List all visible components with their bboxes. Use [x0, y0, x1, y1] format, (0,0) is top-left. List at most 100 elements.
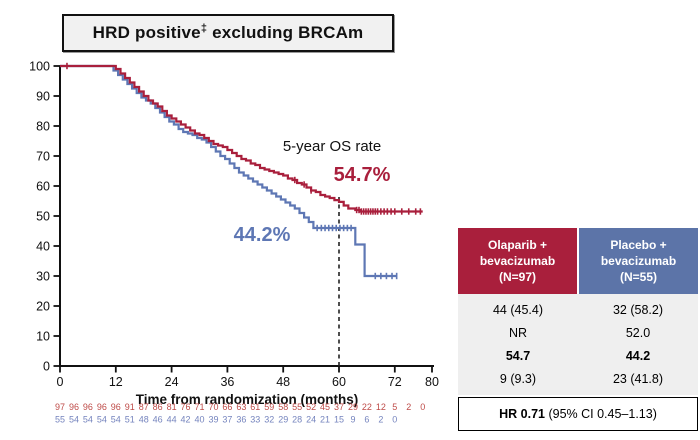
- x-axis-tick-label: 36: [220, 375, 234, 389]
- table-row: NR 52.0: [458, 322, 698, 345]
- survival-curve: [60, 64, 423, 213]
- hazard-ratio-ci: (95% CI 0.45–1.13): [544, 406, 657, 421]
- at-risk-count: 58: [278, 402, 288, 412]
- at-risk-count: 39: [208, 415, 218, 425]
- at-risk-count: 97: [55, 402, 65, 412]
- x-axis-tick-label: 48: [276, 375, 290, 389]
- axes: [59, 66, 434, 367]
- y-axis-tick-label: 50: [36, 210, 50, 224]
- x-axis-tick-label: 0: [57, 375, 64, 389]
- at-risk-count: 44: [167, 415, 177, 425]
- at-risk-count: 54: [97, 415, 107, 425]
- table-row: 44 (45.4) 32 (58.2): [458, 299, 698, 322]
- at-risk-count: 61: [250, 402, 260, 412]
- at-risk-count: 40: [194, 415, 204, 425]
- at-risk-count: 45: [320, 402, 330, 412]
- at-risk-count: 32: [264, 415, 274, 425]
- at-risk-count: 28: [292, 415, 302, 425]
- at-risk-count: 96: [97, 402, 107, 412]
- y-axis-tick-label: 30: [36, 270, 50, 284]
- at-risk-count: 59: [264, 402, 274, 412]
- at-risk-count: 55: [292, 402, 302, 412]
- results-table: Olaparib + bevacizumab (N=97) Placebo + …: [458, 228, 698, 431]
- y-axis-tick-label: 0: [43, 360, 50, 374]
- at-risk-count: 70: [208, 402, 218, 412]
- results-table-body: 44 (45.4) 32 (58.2) NR 52.0 54.7 44.2 9 (9.3) 2…: [458, 293, 698, 395]
- table-cell: 44 (45.4): [492, 302, 544, 317]
- at-risk-count: 29: [278, 415, 288, 425]
- y-axis-tick-label: 10: [36, 330, 50, 344]
- at-risk-count: 63: [236, 402, 246, 412]
- y-axis-tick-label: 20: [36, 300, 50, 314]
- table-cell: 23 (41.8): [612, 371, 664, 386]
- x-axis-tick-label: 72: [388, 375, 402, 389]
- at-risk-count: 54: [69, 415, 79, 425]
- at-risk-count: 54: [111, 415, 121, 425]
- x-axis-title: Time from randomization (months): [136, 392, 359, 407]
- y-axis-tick-label: 80: [36, 120, 50, 134]
- at-risk-count: 46: [153, 415, 163, 425]
- y-axis-tick-label: 60: [36, 180, 50, 194]
- at-risk-count: 9: [350, 415, 355, 425]
- at-risk-count: 33: [250, 415, 260, 425]
- at-risk-count: 54: [83, 415, 93, 425]
- at-risk-count: 12: [376, 402, 386, 412]
- table-cell: 9 (9.3): [499, 371, 537, 386]
- results-table-header: Olaparib + bevacizumab (N=97) Placebo + …: [458, 228, 698, 294]
- at-risk-count: 15: [334, 415, 344, 425]
- at-risk-count: 24: [306, 415, 316, 425]
- table-cell: NR: [508, 325, 528, 340]
- at-risk-count: 2: [378, 415, 383, 425]
- at-risk-count: 36: [236, 415, 246, 425]
- chart-title-box: HRD positive‡ excluding BRCAm: [62, 14, 394, 52]
- at-risk-count: 0: [420, 402, 425, 412]
- at-risk-count: 0: [392, 415, 397, 425]
- y-axis-tick-label: 100: [29, 60, 50, 74]
- hazard-ratio-box: HR 0.71 (95% CI 0.45–1.13): [458, 396, 698, 431]
- at-risk-count: 48: [139, 415, 149, 425]
- table-cell: 44.2: [625, 348, 651, 363]
- table-row: 9 (9.3) 23 (41.8): [458, 368, 698, 391]
- table-cell: 52.0: [625, 325, 651, 340]
- at-risk-count: 81: [167, 402, 177, 412]
- x-axis-tick-label: 80: [425, 375, 439, 389]
- table-cell: 54.7: [505, 348, 531, 363]
- at-risk-count: 96: [111, 402, 121, 412]
- at-risk-count: 76: [181, 402, 191, 412]
- y-axis-tick-label: 90: [36, 90, 50, 104]
- chart-title: HRD positive‡ excluding BRCAm: [92, 22, 364, 42]
- x-axis-tick-label: 24: [165, 375, 179, 389]
- placebo-rate-value: 44.2%: [234, 224, 291, 246]
- at-risk-count: 66: [222, 402, 232, 412]
- column-header-olaparib: Olaparib + bevacizumab (N=97): [458, 228, 577, 294]
- y-axis-tick-label: 40: [36, 240, 50, 254]
- five-year-os-rate-label: 5-year OS rate: [283, 138, 381, 155]
- at-risk-count: 5: [392, 402, 397, 412]
- at-risk-count: 86: [153, 402, 163, 412]
- at-risk-count: 96: [83, 402, 93, 412]
- at-risk-count: 71: [194, 402, 204, 412]
- table-row: 54.7 44.2: [458, 345, 698, 368]
- at-risk-count: 55: [55, 415, 65, 425]
- double-dagger-footnote-marker: ‡: [200, 22, 208, 35]
- at-risk-count: 37: [334, 402, 344, 412]
- at-risk-count: 22: [362, 402, 372, 412]
- at-risk-count: 37: [222, 415, 232, 425]
- at-risk-count: 21: [320, 415, 330, 425]
- table-cell: 32 (58.2): [612, 302, 664, 317]
- hazard-ratio-value: HR 0.71: [499, 406, 545, 421]
- at-risk-count: 51: [125, 415, 135, 425]
- olaparib-rate-value: 54.7%: [334, 164, 391, 186]
- survival-curve: [60, 64, 398, 278]
- y-axis-tick-label: 70: [36, 150, 50, 164]
- at-risk-count: 29: [348, 402, 358, 412]
- column-header-placebo: Placebo + bevacizumab (N=55): [579, 228, 698, 294]
- x-axis-tick-label: 12: [109, 375, 123, 389]
- at-risk-count: 91: [125, 402, 135, 412]
- at-risk-count: 42: [181, 415, 191, 425]
- at-risk-count: 87: [139, 402, 149, 412]
- x-axis-tick-label: 60: [332, 375, 346, 389]
- at-risk-count: 6: [364, 415, 369, 425]
